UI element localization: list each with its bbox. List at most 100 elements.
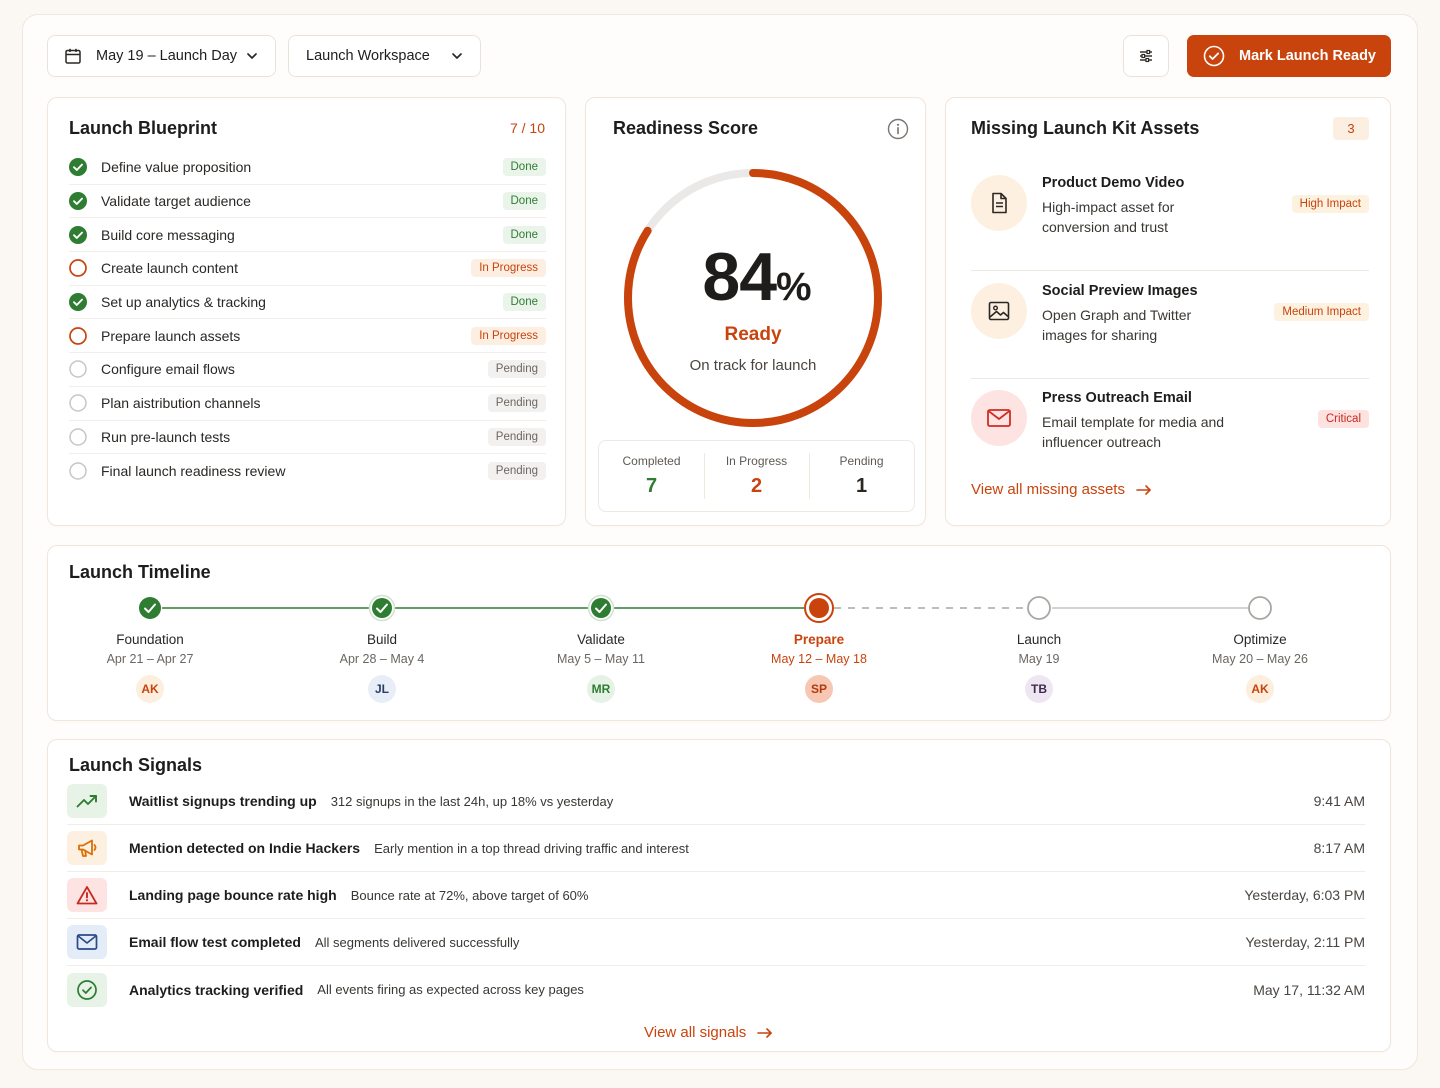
asset-name: Social Preview Images	[1042, 283, 1198, 299]
stage-done-node[interactable]	[139, 597, 161, 619]
score-number: 84	[702, 239, 777, 315]
check-circle-icon	[77, 979, 97, 1000]
document-icon	[992, 192, 1007, 214]
checklist-item-label: Set up analytics & tracking	[101, 294, 266, 311]
check-circle-filled-icon[interactable]	[69, 158, 87, 177]
checklist-item[interactable]: Plan aistribution channels Pending	[69, 387, 546, 421]
stage-name: Foundation	[116, 632, 184, 647]
checklist-item-label: Build core messaging	[101, 226, 235, 243]
timeline-stage[interactable]: Launch May 19 TB	[949, 632, 1129, 703]
timeline-stage[interactable]: Optimize May 20 – May 26 AK	[1170, 632, 1350, 703]
asset-item[interactable]: Product Demo Video High-impact asset for…	[971, 175, 1369, 271]
status-badge: Done	[502, 192, 546, 211]
asset-name: Press Outreach Email	[1042, 390, 1192, 406]
timeline-stage[interactable]: Build Apr 28 – May 4 JL	[292, 632, 472, 703]
calendar-icon	[65, 48, 81, 64]
status-badge: Done	[502, 293, 546, 312]
signal-time: Yesterday, 2:11 PM	[1245, 934, 1365, 950]
signal-title: Landing page bounce rate high	[129, 887, 337, 903]
stage-upcoming-node[interactable]	[1027, 596, 1051, 620]
timeline-stage[interactable]: Foundation Apr 21 – Apr 27 AK	[60, 632, 240, 703]
avatar: AK	[1246, 675, 1274, 703]
mail-icon	[987, 409, 1011, 427]
empty-circle-icon[interactable]	[69, 428, 87, 446]
stat-label: Pending	[839, 454, 884, 468]
asset-item[interactable]: Social Preview Images Open Graph and Twi…	[971, 283, 1369, 379]
signal-icon-wrap	[67, 925, 107, 959]
empty-circle-icon[interactable]	[69, 360, 87, 379]
checklist-item[interactable]: Set up analytics & tracking Done	[69, 286, 546, 320]
checklist-item-label: Validate target audience	[101, 193, 251, 210]
date-selector[interactable]: May 19 – Launch Day	[47, 35, 276, 77]
in-progress-circle-icon[interactable]	[69, 259, 87, 278]
signal-icon-wrap	[67, 784, 107, 818]
stage-done-node[interactable]	[368, 594, 396, 622]
checklist-item[interactable]: Run pre-launch tests Pending	[69, 421, 546, 455]
impact-badge: High Impact	[1291, 195, 1369, 213]
timeline-stage[interactable]: Validate May 5 – May 11 MR	[511, 632, 691, 703]
checklist-item[interactable]: Prepare launch assets In Progress	[69, 319, 546, 354]
missing-assets-title: Missing Launch Kit Assets	[971, 118, 1200, 138]
mark-launch-ready-button[interactable]: Mark Launch Ready	[1187, 35, 1391, 77]
asset-item[interactable]: Press Outreach Email Email template for …	[971, 390, 1369, 450]
timeline-title: Launch Timeline	[69, 562, 211, 582]
signal-title: Analytics tracking verified	[129, 981, 304, 998]
avatar: JL	[368, 675, 396, 703]
checklist-item[interactable]: Build core messaging Done	[69, 218, 546, 253]
status-badge: In Progress	[471, 259, 546, 278]
stage-name: Validate	[577, 632, 625, 647]
trending-up-icon	[76, 795, 97, 808]
avatar: SP	[805, 675, 833, 703]
filter-button[interactable]	[1123, 35, 1169, 77]
asset-icon-wrap	[971, 283, 1027, 339]
timeline-stage[interactable]: Prepare May 12 – May 18 SP	[729, 632, 909, 703]
image-icon	[988, 301, 1010, 321]
check-circle-icon	[1203, 45, 1225, 67]
status-badge: Pending	[487, 427, 546, 446]
in-progress-circle-icon[interactable]	[69, 326, 87, 345]
signal-row[interactable]: Analytics tracking verified All events f…	[67, 966, 1365, 1013]
view-all-missing-assets-link[interactable]: View all missing assets	[971, 481, 1153, 498]
check-circle-filled-icon[interactable]	[69, 293, 87, 312]
readiness-status: Ready	[724, 324, 782, 345]
status-badge: In Progress	[471, 326, 546, 345]
checklist-item-label: Define value proposition	[101, 159, 252, 176]
arrow-right-icon	[757, 1027, 773, 1038]
info-icon[interactable]	[887, 118, 909, 140]
launch-signals-card: Launch Signals Waitlist signups trending…	[47, 739, 1391, 1052]
launch-timeline-card: Launch Timeline	[47, 545, 1391, 721]
check-circle-filled-icon[interactable]	[69, 192, 87, 211]
checklist-item[interactable]: Validate target audience Done	[69, 185, 546, 219]
arrow-right-icon	[1136, 484, 1151, 495]
stage-dates: May 12 – May 18	[771, 652, 867, 666]
asset-description: High-impact asset for conversion and tru…	[1042, 199, 1175, 235]
checklist-item[interactable]: Define value proposition Done	[69, 151, 546, 185]
view-all-signals-link[interactable]: View all signals	[644, 1024, 774, 1041]
view-all-signals-label: View all signals	[644, 1024, 747, 1041]
stat-value: 7	[645, 475, 658, 497]
signal-row[interactable]: Waitlist signups trending up 312 signups…	[67, 778, 1365, 825]
signal-title: Email flow test completed	[129, 934, 301, 950]
stage-active-node[interactable]	[804, 593, 834, 623]
stage-dates: May 5 – May 11	[556, 652, 645, 666]
checklist-item[interactable]: Configure email flows Pending	[69, 353, 546, 387]
check-circle-filled-icon[interactable]	[69, 225, 87, 244]
checklist-item[interactable]: Create launch content In Progress	[69, 252, 546, 286]
workspace-selector[interactable]: Launch Workspace	[288, 35, 481, 77]
stage-upcoming-node[interactable]	[1248, 596, 1272, 620]
readiness-subtitle: On track for launch	[689, 357, 817, 374]
empty-circle-icon[interactable]	[69, 462, 87, 480]
empty-circle-icon[interactable]	[69, 394, 87, 412]
status-badge: Done	[502, 158, 546, 177]
signal-row[interactable]: Mention detected on Indie Hackers Early …	[67, 825, 1365, 872]
signals-list: Waitlist signups trending up 312 signups…	[67, 778, 1365, 1013]
signal-row[interactable]: Landing page bounce rate high Bounce rat…	[67, 872, 1365, 919]
score-unit: %	[776, 265, 812, 309]
stage-dates: Apr 28 – May 4	[339, 652, 425, 666]
checklist-item[interactable]: Final launch readiness review Pending	[69, 454, 546, 488]
asset-description: Email template for media and influencer …	[1042, 414, 1225, 450]
stage-done-node[interactable]	[587, 594, 615, 622]
mark-launch-ready-label: Mark Launch Ready	[1239, 48, 1376, 64]
signal-row[interactable]: Email flow test completed All segments d…	[67, 919, 1365, 966]
status-badge: Pending	[487, 462, 546, 481]
